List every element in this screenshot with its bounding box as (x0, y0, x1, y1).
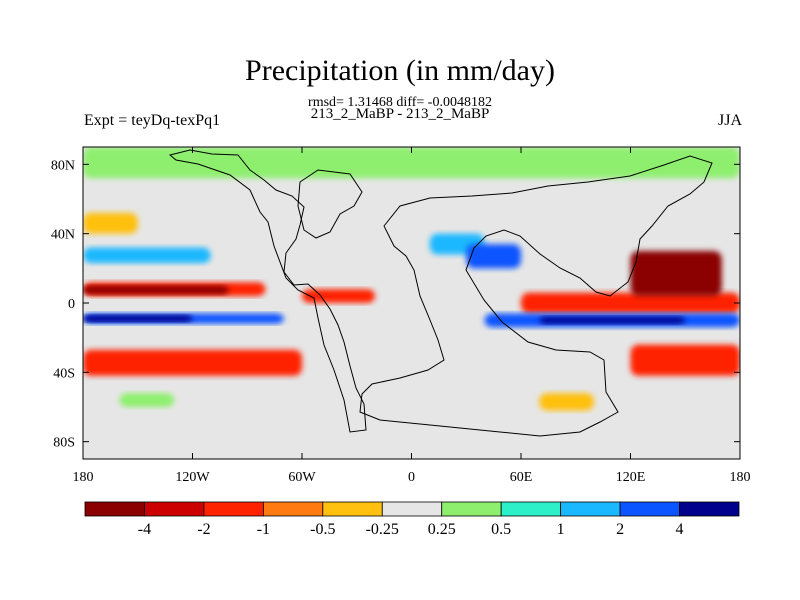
colorbar-swatch (381, 501, 443, 517)
y-tick-label: 40S (53, 366, 75, 381)
field-patch (83, 212, 138, 234)
experiment-label: Expt = teyDq-texPq1 (84, 112, 221, 129)
field-patch (83, 285, 229, 295)
colorbar-swatch (441, 501, 502, 517)
field-patch (119, 393, 175, 407)
colorbar-level-label: 0.25 (428, 521, 456, 538)
colorbar-swatch (679, 501, 740, 517)
precipitation-field (83, 147, 740, 459)
case-subtitle: 213_2_MaBP - 213_2_MaBP (310, 106, 490, 122)
x-tick-label: 120E (616, 470, 646, 485)
field-patch (83, 147, 740, 179)
map-axes: 180 120W 60W 0 60E 120E 180 80N 40N 0 40S 80S (51, 147, 751, 485)
colorbar: -4 -2 -1 -0.5 -0.25 0.25 0.5 1 2 4 (84, 501, 740, 538)
field-patch (539, 393, 594, 411)
x-tick-label: 0 (408, 470, 415, 485)
field-patch (466, 244, 521, 269)
season-label: JJA (717, 112, 742, 129)
colorbar-level-label: -0.5 (310, 521, 335, 538)
colorbar-swatch (500, 501, 562, 517)
field-patch (302, 289, 375, 303)
field-patch (83, 349, 302, 376)
coastline-eurasia-africa (359, 155, 713, 437)
field-patch (521, 292, 740, 314)
colorbar-level-label: -0.25 (366, 521, 399, 538)
colorbar-level-label: 0.5 (491, 521, 511, 538)
x-tick-label: 120W (175, 470, 210, 485)
colorbar-swatch (262, 501, 324, 517)
colorbar-level-label: -4 (138, 521, 151, 538)
y-tick-label: 40N (51, 228, 75, 243)
colorbar-swatch (619, 501, 680, 517)
colorbar-swatch (322, 501, 383, 517)
colorbar-level-label: 4 (676, 521, 684, 538)
colorbar-swatch (144, 501, 205, 517)
y-tick-label: 80N (51, 158, 75, 173)
field-patch (539, 316, 686, 324)
x-tick-label: 60W (288, 470, 316, 485)
y-tick-label: 0 (68, 297, 75, 312)
field-patch (630, 251, 722, 297)
field-patch (83, 247, 211, 264)
colorbar-swatch (84, 501, 145, 517)
x-tick-label: 180 (730, 470, 751, 485)
colorbar-level-label: -1 (257, 521, 270, 538)
coastline-americas (168, 149, 367, 433)
colorbar-level-label: 1 (557, 521, 565, 538)
x-tick-label: 180 (73, 470, 94, 485)
x-tick-label: 60E (510, 470, 533, 485)
colorbar-swatch (560, 501, 621, 517)
y-tick-label: 80S (53, 436, 75, 451)
field-patch (630, 344, 740, 376)
coastline-greenland (297, 169, 363, 239)
chart-title: Precipitation (in mm/day) (245, 54, 555, 87)
field-patch (83, 315, 193, 323)
colorbar-level-label: -2 (197, 521, 210, 538)
colorbar-swatch (203, 501, 264, 517)
stats-subtitle: rmsd= 1.31468 diff= -0.0048182 (308, 95, 492, 110)
coastlines (168, 149, 713, 437)
colorbar-level-label: 2 (616, 521, 624, 538)
